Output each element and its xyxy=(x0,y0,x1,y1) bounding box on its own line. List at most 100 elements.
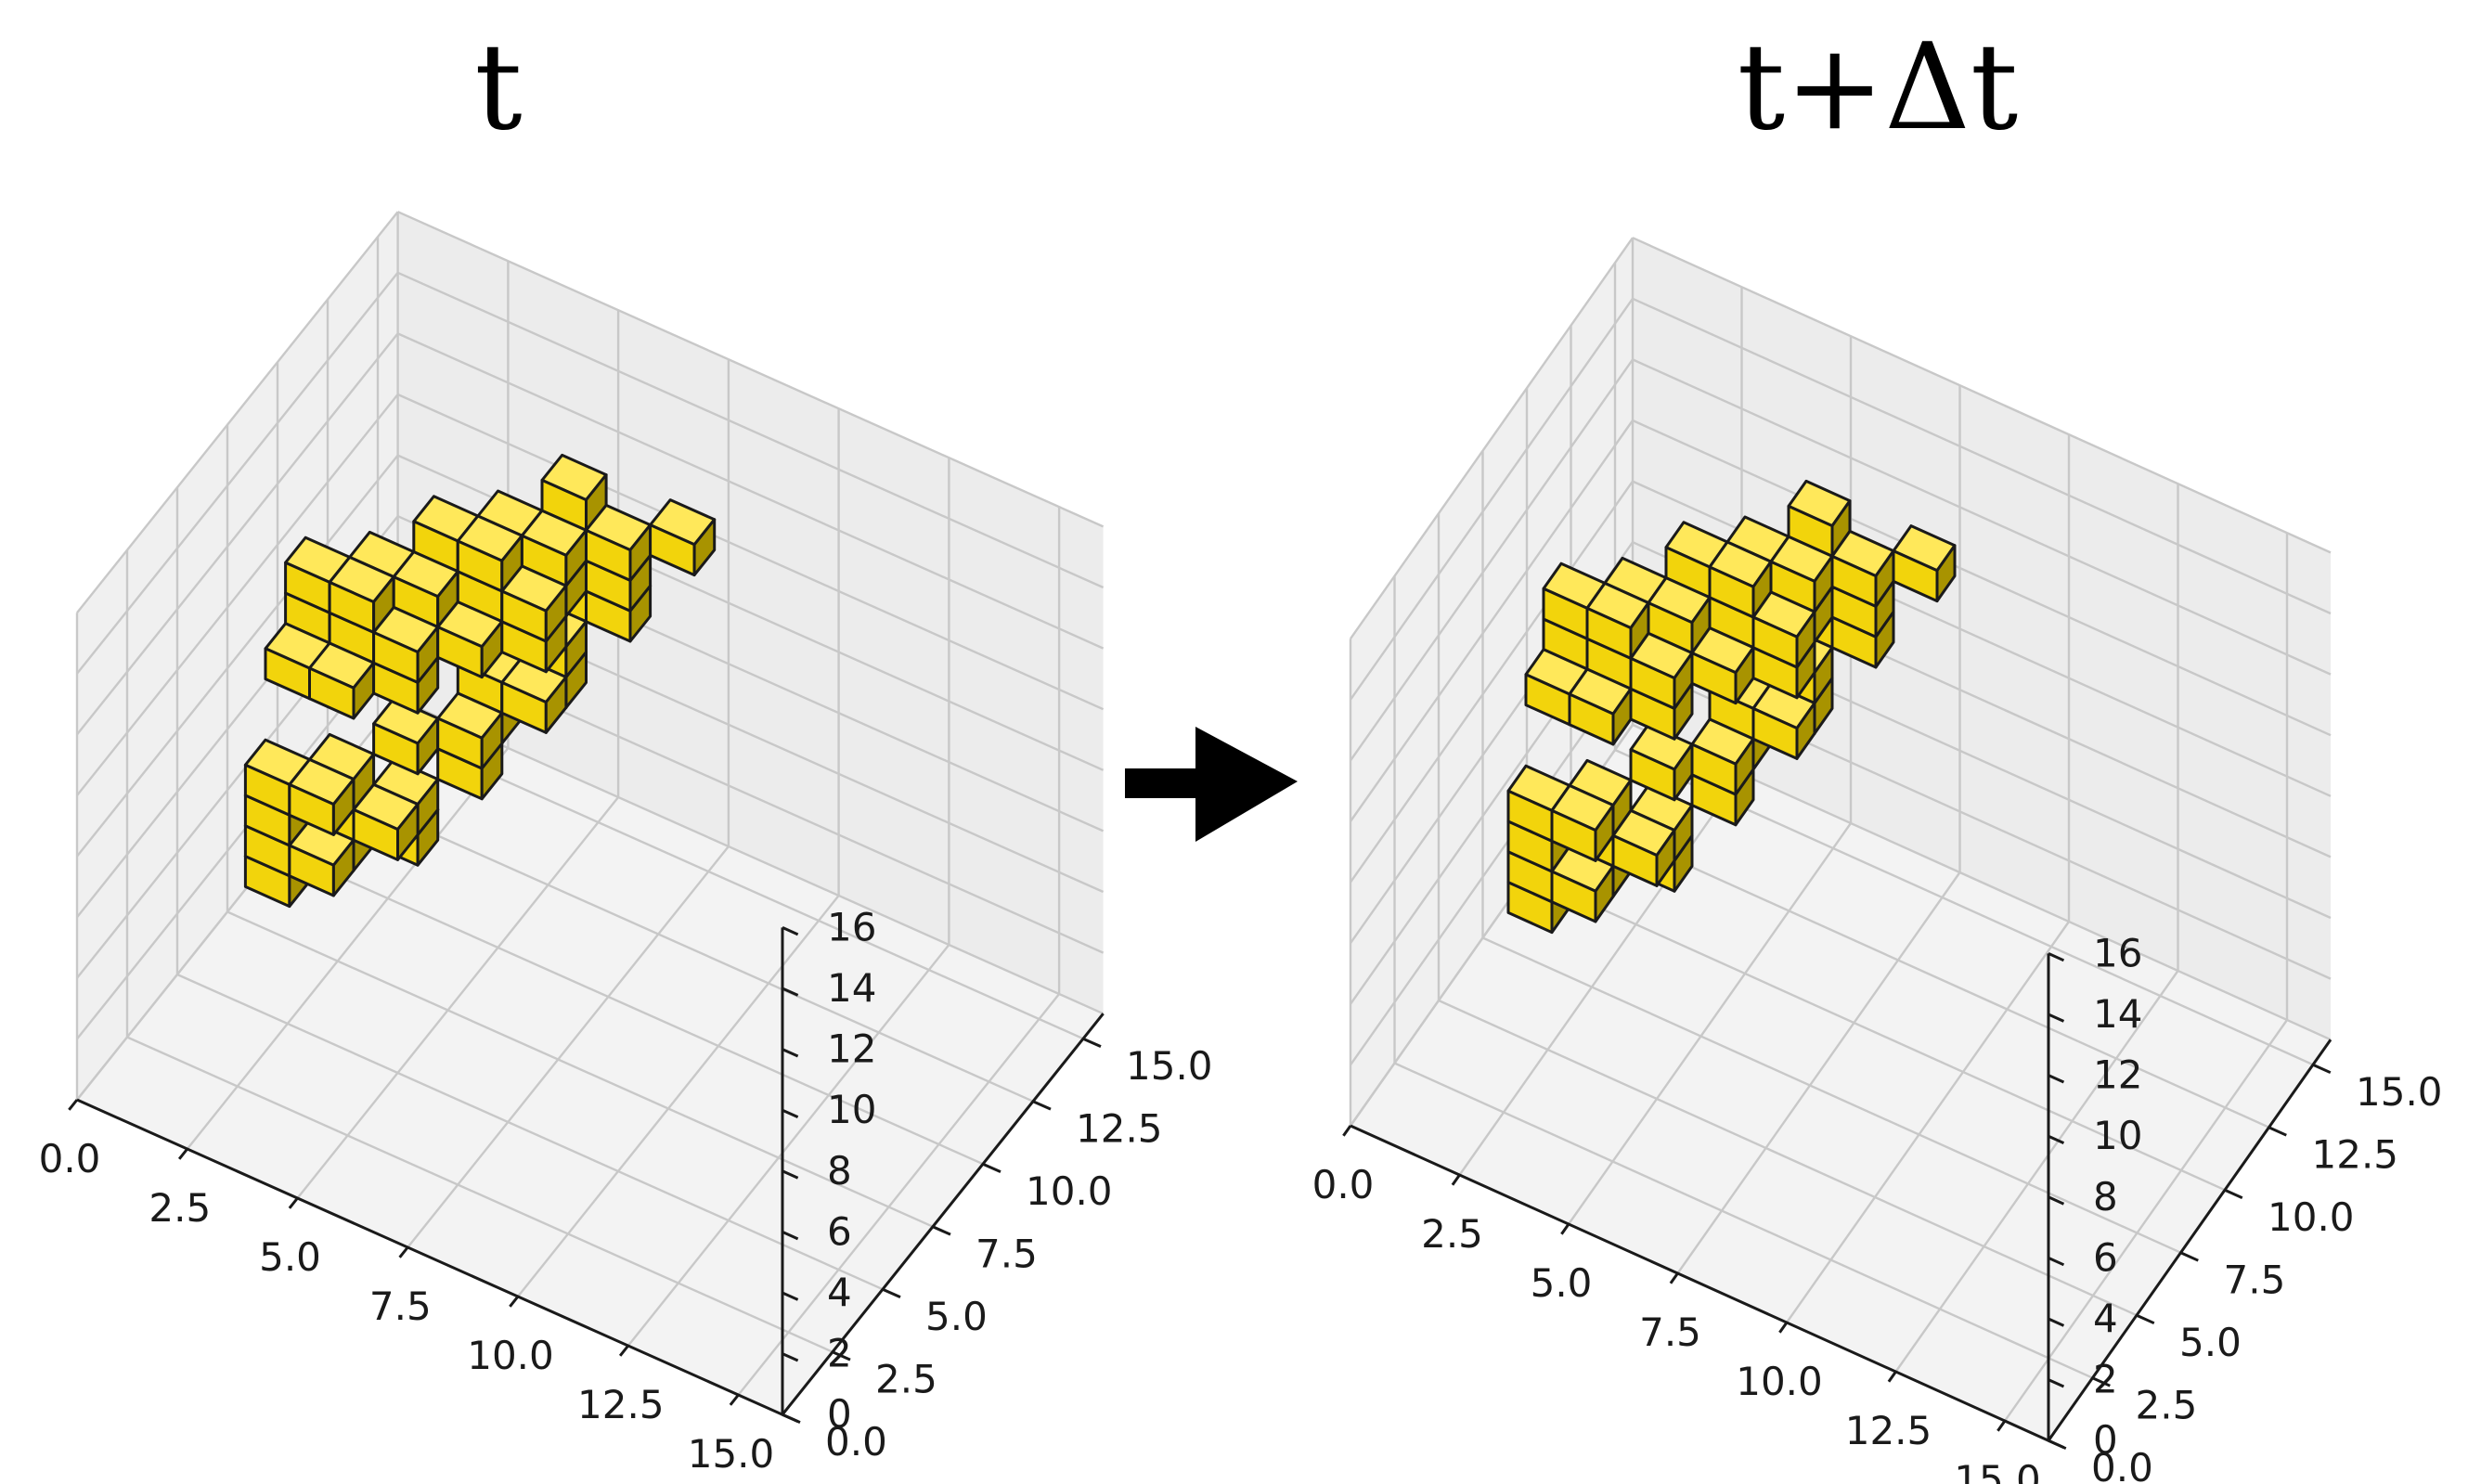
y-tick-label: 15.0 xyxy=(2356,1069,2443,1115)
voxel-cube xyxy=(585,503,653,582)
voxel-cube xyxy=(1550,783,1615,862)
y-tick-label: 12.5 xyxy=(1076,1106,1163,1152)
gridline-floor-x xyxy=(186,747,510,1150)
y-tick-mark xyxy=(1082,1037,1102,1049)
x-tick-mark xyxy=(618,1345,629,1357)
y-tick-mark xyxy=(2136,1313,2155,1325)
z-tick-mark xyxy=(782,1108,799,1118)
x-axis-line xyxy=(76,1098,783,1416)
gridline-floor-y xyxy=(277,847,984,1166)
x-tick-mark xyxy=(288,1197,299,1209)
z-tick-label: 2 xyxy=(827,1331,852,1376)
y-tick-mark xyxy=(2224,1188,2243,1200)
x-tick-mark xyxy=(398,1246,409,1258)
z-tick-mark xyxy=(2048,1378,2065,1388)
y-tick-mark xyxy=(1032,1100,1052,1111)
y-axis-line xyxy=(781,1013,1105,1416)
gridline-back-z xyxy=(397,211,1105,528)
voxel-cluster xyxy=(243,453,717,909)
voxel-cube xyxy=(456,514,523,593)
gridline-floor-x xyxy=(1676,871,1961,1274)
y-tick-label: 12.5 xyxy=(2312,1132,2399,1178)
z-tick-mark xyxy=(2048,1195,2065,1206)
z-tick-label: 4 xyxy=(2093,1296,2118,1341)
x-tick-label: 12.5 xyxy=(1845,1408,1932,1453)
gridline-floor-y xyxy=(1394,1062,2093,1379)
z-tick-label: 6 xyxy=(2093,1234,2118,1280)
voxel-side-face xyxy=(396,803,420,861)
z-tick-label: 6 xyxy=(827,1208,852,1254)
y-tick-label: 7.5 xyxy=(976,1232,1038,1277)
gridline-left-z xyxy=(76,332,399,736)
x-tick-mark xyxy=(1887,1371,1897,1383)
x-tick-label: 5.0 xyxy=(259,1234,321,1280)
z-tick-label: 16 xyxy=(2093,930,2142,975)
gridline-floor-x xyxy=(2004,1019,2288,1422)
z-tick-mark xyxy=(782,1231,799,1241)
z-tick-mark xyxy=(782,1169,799,1180)
gridline-floor-y xyxy=(1438,999,2138,1317)
gridline-back-z xyxy=(1632,297,2332,615)
x-tick-label: 7.5 xyxy=(369,1284,432,1329)
y-tick-mark xyxy=(2179,1251,2199,1262)
z-tick-label: 14 xyxy=(2093,991,2142,1037)
y-tick-label: 10.0 xyxy=(2268,1194,2355,1240)
y-tick-mark xyxy=(2268,1126,2287,1137)
x-axis-line xyxy=(1350,1124,2049,1442)
gridline-left-z xyxy=(76,272,399,675)
z-tick-label: 12 xyxy=(827,1026,876,1072)
x-tick-mark xyxy=(1560,1223,1570,1235)
voxel-cube xyxy=(436,600,504,679)
gridline-back-z xyxy=(1632,419,2332,737)
voxel-cube xyxy=(288,757,355,836)
x-tick-label: 10.0 xyxy=(1736,1359,1823,1404)
voxel-cube xyxy=(1751,590,1816,669)
y-tick-mark xyxy=(2091,1376,2111,1387)
voxel-cube xyxy=(1629,631,1694,710)
transition-arrow-icon xyxy=(1125,727,1298,842)
gridline-floor-y xyxy=(327,785,1034,1103)
gridline-floor-x xyxy=(407,845,730,1248)
voxel-plot-left: 0.0 2.5 5.0 7.5 10.0 12.5 15.0 0.0 2.5 5.0 7.5 10.0… xyxy=(39,211,1213,1477)
gridline-floor-y xyxy=(1526,873,2226,1192)
gridline-floor-x xyxy=(1786,921,2070,1323)
gridline-floor-x xyxy=(296,796,620,1199)
z-tick-mark xyxy=(782,1352,799,1362)
gridline-floor-y xyxy=(176,973,884,1291)
voxel-side-face xyxy=(1594,804,1615,862)
voxel-cube xyxy=(520,509,588,587)
voxel-cube xyxy=(1708,540,1773,619)
gridline-floor-x xyxy=(627,944,950,1347)
z-tick-label: 10 xyxy=(827,1087,876,1132)
gridline-back-z xyxy=(397,332,1105,650)
voxel-side-face xyxy=(1935,544,1957,603)
voxel-side-face xyxy=(692,518,717,577)
z-tick-mark xyxy=(2048,1134,2065,1144)
gridline-floor-x xyxy=(1458,773,1743,1176)
y-tick-label: 0.0 xyxy=(825,1419,887,1465)
gridline-floor-x xyxy=(517,895,840,1297)
z-tick-label: 8 xyxy=(2093,1174,2118,1219)
voxel-cube xyxy=(352,782,420,861)
voxel-side-face xyxy=(1655,829,1676,887)
y-tick-mark xyxy=(982,1162,1001,1174)
voxel-cube xyxy=(1769,535,1834,613)
gridline-left-z xyxy=(76,211,399,613)
z-tick-label: 12 xyxy=(2093,1052,2142,1098)
voxel-side-face xyxy=(1795,702,1816,760)
panel-title-t: t xyxy=(474,19,523,157)
voxel-cube xyxy=(1690,626,1755,705)
voxel-cube xyxy=(1892,524,1957,603)
x-tick-mark xyxy=(509,1296,520,1308)
x-tick-label: 15.0 xyxy=(688,1431,775,1477)
gridline-back-z xyxy=(397,697,1105,1015)
voxel-plot-right: 0.0 2.5 5.0 7.5 10.0 12.5 15.0 0.0 2.5 5.0 7.5 10.0… xyxy=(1312,237,2443,1484)
voxel-side-face xyxy=(331,778,355,836)
x-tick-mark xyxy=(729,1394,740,1406)
voxel-cube xyxy=(1690,717,1755,796)
gridline-back-z xyxy=(1632,358,2332,676)
x-tick-mark xyxy=(1342,1125,1352,1137)
y-tick-label: 7.5 xyxy=(2224,1258,2286,1303)
x-tick-mark xyxy=(1451,1174,1461,1186)
